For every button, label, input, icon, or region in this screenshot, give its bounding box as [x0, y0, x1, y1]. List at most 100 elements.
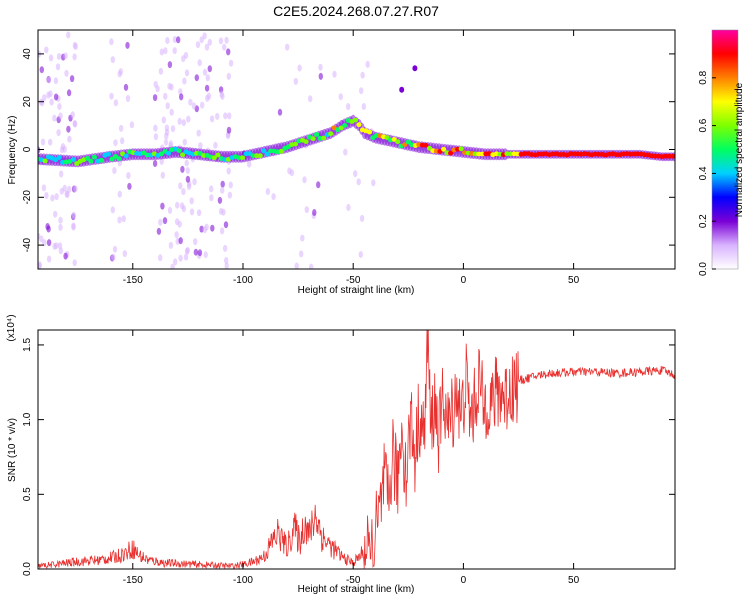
- spectrogram-noise-point: [224, 262, 229, 269]
- spectrogram-x-tick-label: -50: [346, 275, 361, 286]
- spectrogram-noise-point: [353, 170, 358, 178]
- spectrogram-noise-point: [39, 66, 44, 74]
- spectrogram-noise-point: [184, 247, 190, 255]
- spectrogram-noise-point: [177, 117, 182, 125]
- spectrogram-ridge-point: [123, 153, 129, 159]
- spectrogram-noise-point: [63, 252, 68, 260]
- spectrogram-noise-point: [158, 254, 163, 262]
- spectrogram-noise-point: [152, 160, 158, 167]
- spectrogram-noise-point: [338, 93, 343, 101]
- spectrogram-x-tick-label: 50: [568, 275, 580, 286]
- spectrogram-ridge-point: [321, 135, 327, 141]
- spectrogram-noise-point: [174, 231, 179, 239]
- spectrogram-noise-point: [117, 70, 122, 78]
- snr-x-tick-label: 0: [461, 575, 467, 586]
- spectrogram-ridge-point: [88, 158, 94, 164]
- spectrogram-noise-point: [223, 221, 229, 229]
- spectrogram-noise-point: [125, 41, 130, 49]
- spectrogram-noise-point: [48, 90, 53, 98]
- spectrogram-noise-point: [53, 77, 59, 85]
- snr-x-tick-label: -100: [233, 575, 253, 586]
- spectrogram-noise-point: [197, 59, 202, 67]
- spectrogram-noise-point: [300, 234, 305, 242]
- spectrogram-noise-point: [159, 48, 164, 56]
- spectrogram-noise-point: [224, 36, 229, 44]
- spectrogram-marks: [38, 31, 675, 269]
- spectrogram-noise-point: [118, 124, 124, 132]
- spectrogram-ridge-point: [423, 142, 429, 148]
- spectrogram-noise-point: [156, 227, 162, 235]
- spectrogram-noise-point: [181, 55, 186, 63]
- spectrogram-noise-point: [46, 76, 52, 84]
- spectrogram-noise-point: [316, 181, 321, 189]
- spectrogram-noise-point: [121, 215, 126, 223]
- spectrogram-ridge-point: [352, 117, 358, 123]
- spectrogram-noise-point: [358, 251, 363, 258]
- spectrogram-noise-point: [58, 247, 63, 255]
- spectrogram-noise-point: [153, 80, 158, 88]
- spectrogram-noise-point: [164, 132, 169, 140]
- spectrogram-outlier-point: [412, 65, 418, 72]
- spectrogram-noise-point: [40, 138, 46, 146]
- spectrogram-noise-point: [58, 112, 63, 120]
- spectrogram-noise-point: [219, 227, 225, 235]
- spectrogram-ridge-point: [239, 155, 246, 161]
- spectrogram-noise-point: [359, 87, 364, 95]
- spectrogram-noise-point: [227, 112, 232, 120]
- spectrogram-noise-point: [222, 244, 228, 252]
- spectrogram-noise-point: [164, 124, 170, 132]
- spectrogram-ridge-point: [278, 148, 284, 154]
- spectrogram-noise-point: [186, 115, 191, 123]
- spectrogram-ridge-point: [303, 139, 309, 145]
- spectrogram-noise-point: [39, 235, 44, 243]
- spectrogram-outlier-point: [399, 86, 405, 93]
- snr-x-tick-label: -150: [123, 575, 143, 586]
- spectrogram-noise-point: [117, 216, 122, 224]
- spectrogram-noise-point: [193, 238, 198, 246]
- spectrogram-noise-point: [360, 71, 365, 79]
- spectrogram-noise-point: [209, 115, 215, 123]
- spectrogram-noise-point: [66, 125, 71, 133]
- spectrogram-noise-point: [265, 188, 271, 195]
- spectrogram-noise-point: [219, 90, 224, 98]
- spectrogram-ridge-point: [42, 158, 48, 164]
- spectrogram-noise-point: [202, 68, 208, 76]
- spectrogram-noise-point: [57, 103, 62, 110]
- spectrogram-noise-point: [42, 94, 47, 102]
- colorbar: 0.0 0.2 0.4 0.6 0.8 Normalized spectral ampl…: [698, 29, 745, 276]
- spectrogram-noise-point: [202, 32, 207, 40]
- spectrogram-noise-point: [346, 103, 351, 111]
- spectrogram-noise-point: [213, 141, 218, 149]
- spectrogram-noise-point: [318, 63, 323, 71]
- spectrogram-ticks: -150 -100 -50 0 50 -40 -20 0 20 40: [22, 30, 675, 286]
- spectrogram-noise-point: [165, 37, 170, 44]
- spectrogram-noise-point: [182, 138, 187, 146]
- spectrogram-noise-point: [226, 126, 232, 134]
- spectrogram-y-tick-label: -20: [22, 190, 33, 205]
- spectrogram-noise-point: [189, 197, 194, 205]
- spectrogram-ridge-point: [165, 150, 172, 156]
- spectrogram-noise-point: [158, 67, 164, 75]
- spectrogram-noise-point: [294, 262, 299, 269]
- spectrogram-ridge-point: [176, 148, 182, 154]
- spectrogram-noise-point: [41, 184, 47, 192]
- spectrogram-noise-point: [56, 53, 62, 60]
- spectrogram-noise-point: [109, 92, 114, 100]
- spectrogram-ridge-point: [109, 156, 115, 162]
- snr-marks: [38, 330, 675, 569]
- spectrogram-x-tick-label: 0: [461, 275, 467, 286]
- spectrogram-noise-point: [312, 209, 317, 216]
- spectrogram-noise-point: [126, 172, 131, 179]
- spectrogram-noise-point: [71, 222, 76, 230]
- spectrogram-noise-point: [109, 38, 114, 46]
- spectrogram-ridge-point: [328, 131, 334, 137]
- spectrogram-noise-point: [129, 121, 135, 129]
- spectrogram-noise-point: [184, 69, 190, 77]
- spectrogram-noise-point: [113, 139, 118, 147]
- spectrogram-noise-point: [189, 208, 195, 216]
- spectrogram-ridge-point: [257, 153, 263, 159]
- spectrogram-ridge-point: [56, 155, 62, 161]
- spectrogram-noise-point: [113, 99, 119, 107]
- spectrogram-y-tick-label: 0: [22, 146, 33, 152]
